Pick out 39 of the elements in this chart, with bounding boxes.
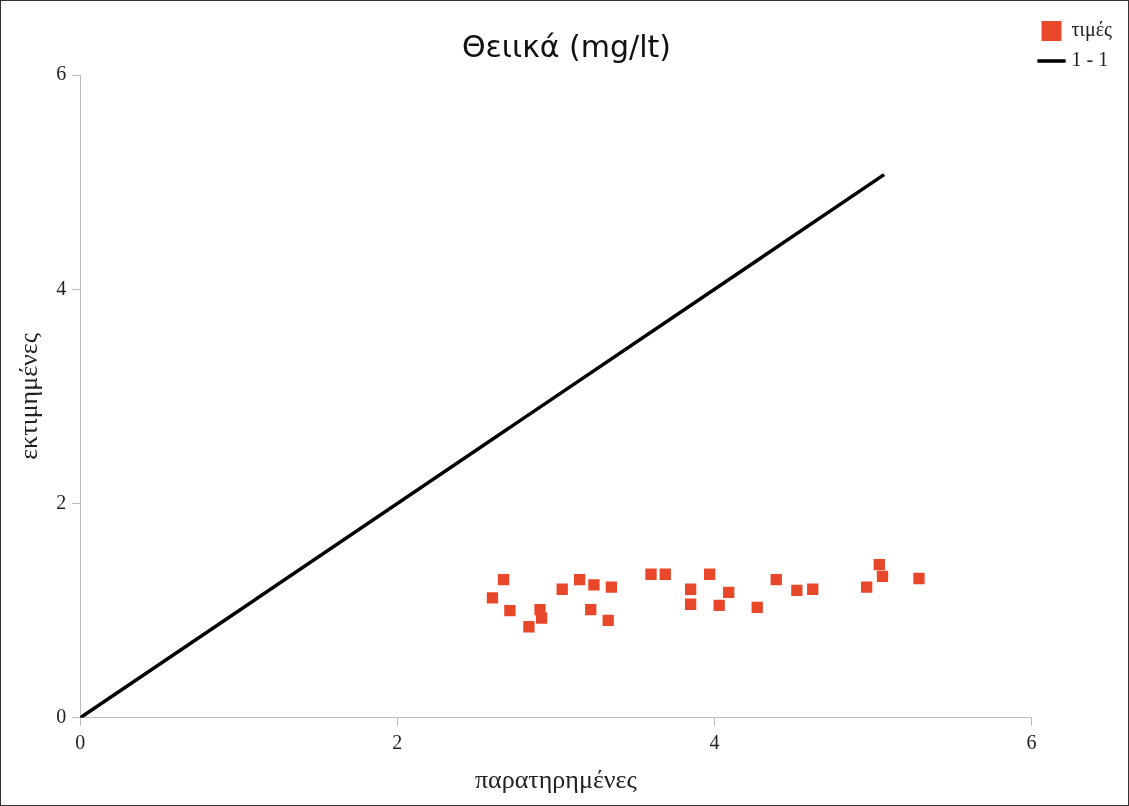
point [770, 573, 782, 586]
point [486, 592, 499, 604]
point [602, 614, 614, 626]
point [659, 568, 671, 580]
point [504, 605, 516, 617]
x-tick-label: 0 [75, 731, 86, 754]
legend-label: 1 - 1 [1071, 48, 1109, 71]
point [860, 581, 873, 593]
point [574, 573, 586, 586]
x-tick-label: 4 [709, 731, 720, 754]
y-tick-label: 6 [56, 62, 67, 85]
point [873, 558, 885, 571]
point [751, 601, 763, 614]
point [585, 603, 597, 616]
legend-label: τιμές [1071, 18, 1113, 42]
point [876, 570, 889, 583]
x-axis-title: παρατηρημένες [474, 765, 638, 795]
x-tick-label: 2 [392, 731, 403, 754]
point [913, 572, 925, 585]
point [605, 581, 618, 593]
x-tick-label: 6 [1026, 731, 1037, 754]
point [704, 568, 716, 580]
y-tick-label: 2 [56, 490, 67, 513]
y-axis-title: εκτιμημένες [14, 332, 44, 460]
chart-title: Θειικά (mg/lt) [461, 28, 672, 64]
point [684, 598, 697, 610]
point [684, 583, 697, 595]
point [713, 599, 725, 611]
point [807, 583, 819, 595]
y-tick-label: 4 [56, 276, 67, 299]
point [723, 586, 735, 599]
point [556, 583, 568, 595]
point [523, 621, 535, 633]
point [588, 579, 600, 591]
point [791, 584, 803, 596]
point [497, 573, 510, 586]
y-tick-label: 0 [56, 705, 67, 728]
point [534, 603, 546, 616]
point [645, 568, 657, 580]
